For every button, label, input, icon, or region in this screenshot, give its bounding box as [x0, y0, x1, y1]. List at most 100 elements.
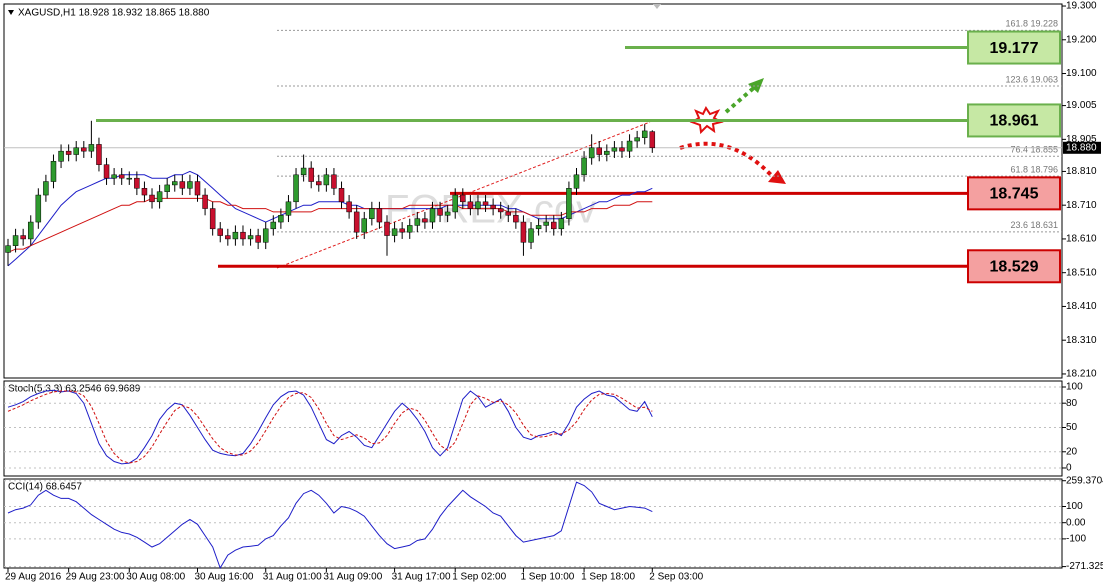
x-tick-label: 30 Aug 16:00: [195, 572, 254, 583]
candle-body: [611, 147, 618, 152]
candle-body: [156, 191, 163, 203]
level-label: 19.177: [990, 40, 1039, 57]
candle-body: [429, 208, 436, 223]
candle-body: [194, 181, 201, 196]
x-tick-label: 1 Sep 02:00: [452, 572, 506, 583]
candle-body: [558, 218, 565, 230]
y-tick-label: 18.610: [1066, 234, 1097, 245]
x-tick-label: 2 Sep 03:00: [649, 572, 703, 583]
indicator-line: [7, 197, 653, 253]
x-tick-label: 29 Aug 23:00: [66, 572, 125, 583]
candle-body: [422, 218, 428, 223]
candle-body: [619, 147, 625, 152]
candle-body: [414, 218, 421, 226]
y-tick-label: 18.510: [1066, 267, 1097, 278]
candle-body: [35, 194, 42, 223]
candle-body: [247, 235, 254, 240]
candle-body: [111, 174, 117, 179]
y-tick-label: 80: [1066, 398, 1078, 409]
candle-body: [240, 231, 246, 240]
candle-body: [551, 221, 557, 230]
y-tick-label: 0.00: [1066, 517, 1086, 528]
fib-label: 61.8 18.796: [1010, 165, 1058, 175]
y-tick-label: 259.3704: [1066, 475, 1103, 486]
candle-body: [209, 208, 216, 230]
candle-body: [141, 188, 148, 196]
candle-body: [187, 181, 193, 189]
candle-body: [604, 150, 610, 155]
candle-body: [338, 188, 345, 203]
fib-label: 23.6 18.631: [1010, 220, 1058, 230]
candle-body: [490, 204, 496, 209]
candle-body: [520, 221, 527, 243]
candle-body: [308, 167, 314, 182]
candle-body: [270, 221, 277, 230]
candle-body: [641, 130, 648, 138]
y-tick-label: 18.710: [1066, 200, 1097, 211]
y-tick-label: 18.810: [1066, 166, 1097, 177]
candle-body: [482, 201, 489, 206]
y-tick-label: 100: [1066, 501, 1083, 512]
candle-body: [406, 225, 413, 233]
stoch-panel: [3, 380, 1063, 477]
candle-body: [497, 208, 504, 213]
shift-marker: [653, 4, 661, 9]
y-tick-label: 18.905: [1066, 134, 1097, 145]
candle-body: [262, 228, 269, 243]
y-tick-label: 19.200: [1066, 34, 1097, 45]
candle-body: [588, 147, 595, 159]
candle-body: [103, 164, 110, 179]
candle-body: [179, 181, 186, 189]
candle-body: [134, 177, 140, 189]
y-tick-label: 19.100: [1066, 68, 1097, 79]
indicator-line: [7, 389, 653, 465]
y-tick-label: 19.300: [1066, 1, 1097, 12]
candle-body: [300, 167, 307, 176]
y-tick-label: 100: [1066, 382, 1083, 393]
x-tick-label: 31 Aug 17:00: [392, 572, 451, 583]
cci-panel: [3, 478, 1063, 569]
candle-body: [232, 231, 239, 240]
candle-body: [27, 221, 34, 240]
candle-body: [384, 221, 390, 236]
indicator-line: [7, 390, 653, 464]
candle-body: [475, 201, 481, 209]
stoch-title: Stoch(5,3,3) 63.2546 69.9689: [8, 384, 141, 395]
y-tick-label: 18.210: [1066, 369, 1097, 380]
up-arrow-head: [748, 78, 764, 93]
candle-body: [164, 184, 170, 192]
last-price-tag: [1063, 141, 1101, 154]
candle-body: [626, 140, 633, 152]
menu-triangle: [8, 10, 14, 15]
candle-body: [528, 228, 534, 243]
candle-body: [285, 201, 292, 216]
candle-body: [460, 194, 466, 203]
candle-body: [316, 181, 322, 186]
candle-body: [361, 218, 368, 233]
y-tick-label: 20: [1066, 446, 1078, 457]
candle-body: [225, 235, 231, 240]
level-label: 18.529: [990, 258, 1039, 275]
y-tick-label: 19.005: [1066, 100, 1097, 111]
candle-body: [513, 215, 519, 223]
y-tick-label: -271.325: [1066, 561, 1103, 572]
candle-body: [452, 194, 458, 213]
candle-body: [118, 174, 125, 179]
candle-body: [217, 228, 223, 236]
chart-title: XAGUSD,H1 18.928 18.932 18.865 18.880: [18, 8, 210, 19]
level-box: [967, 249, 1061, 284]
candle-body: [88, 144, 95, 152]
x-tick-label: 31 Aug 01:00: [263, 572, 322, 583]
level-box: [967, 176, 1061, 211]
level-label: 18.745: [990, 186, 1039, 203]
candle-body: [5, 245, 11, 253]
candle-body: [202, 194, 208, 209]
candle-body: [50, 161, 57, 182]
candle-body: [596, 147, 602, 155]
candle-body: [444, 211, 451, 216]
main-panel: [3, 3, 1063, 379]
candle-body: [331, 174, 337, 189]
level-box: [967, 30, 1061, 65]
candle-body: [399, 228, 405, 233]
